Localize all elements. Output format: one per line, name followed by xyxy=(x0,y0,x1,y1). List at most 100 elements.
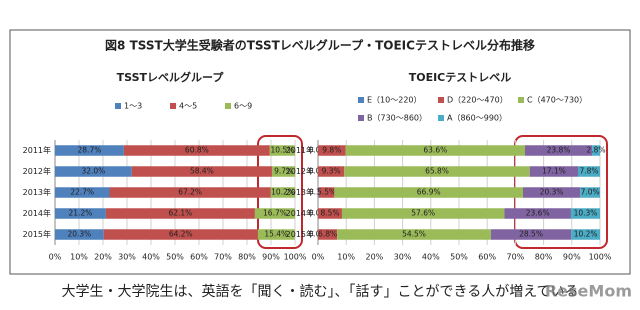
legend-label: C（470～730） xyxy=(527,96,587,105)
bar-segment xyxy=(318,145,346,156)
data-label: 23.6% xyxy=(526,209,550,218)
bar-segment xyxy=(271,166,296,177)
bar-segment xyxy=(123,145,270,156)
x-tick-label: 50% xyxy=(166,253,184,262)
bar-segment xyxy=(55,145,124,156)
y-tick-label: 2011年 xyxy=(286,145,314,155)
data-label: 16.7% xyxy=(263,209,287,218)
x-tick-label: 80% xyxy=(535,253,553,262)
bar-segment xyxy=(344,166,530,177)
y-tick-label: 2013年 xyxy=(23,187,51,197)
x-tick-label: 20% xyxy=(366,253,384,262)
bar-segment xyxy=(318,166,345,177)
data-label: 65.8% xyxy=(425,167,449,176)
x-tick-label: 0% xyxy=(49,253,62,262)
data-label: 0.3% xyxy=(309,188,328,197)
data-label: 22.7% xyxy=(70,188,94,197)
bar-segment xyxy=(257,229,295,240)
legend-swatch xyxy=(438,97,444,103)
data-label: 32.0% xyxy=(81,167,105,176)
y-tick-label: 2012年 xyxy=(23,166,51,176)
legend-swatch xyxy=(358,115,364,121)
data-label: 28.5% xyxy=(519,230,543,239)
x-tick-label: 100% xyxy=(589,253,612,262)
data-label: 10.2% xyxy=(271,188,295,197)
y-tick-label: 2013年 xyxy=(286,187,314,197)
bar-segment xyxy=(103,229,258,240)
x-tick-label: 90% xyxy=(262,253,280,262)
legend-swatch xyxy=(170,103,176,109)
legend-swatch xyxy=(358,97,364,103)
bar-segment xyxy=(334,187,524,198)
data-label: 57.6% xyxy=(411,209,435,218)
chart-title: TSSTレベルグループ xyxy=(117,70,225,84)
y-tick-label: 2015年 xyxy=(23,229,51,239)
data-label: 9.7% xyxy=(274,167,293,176)
x-tick-label: 30% xyxy=(394,253,412,262)
bar-segment xyxy=(341,208,505,219)
legend-swatch xyxy=(115,103,121,109)
bar-segment xyxy=(337,229,491,240)
data-label: 66.9% xyxy=(417,188,441,197)
x-tick-label: 100% xyxy=(284,253,307,262)
bar-segment xyxy=(592,145,600,156)
bar-segment xyxy=(318,187,335,198)
bar-segment xyxy=(318,229,338,240)
caption: 大学生・大学院生は、英語を「聞く・読む」、「話す」ことができる人が増えている xyxy=(61,283,578,300)
bar-segment xyxy=(109,187,271,198)
data-label: 20.3% xyxy=(67,230,91,239)
data-label: 58.4% xyxy=(190,167,214,176)
chart-title: TOEICテストレベル xyxy=(409,71,512,84)
watermark: ReseMom xyxy=(545,282,632,301)
bar-segment xyxy=(55,229,104,240)
data-label: 23.8% xyxy=(547,146,571,155)
x-tick-label: 60% xyxy=(478,253,496,262)
x-tick-label: 60% xyxy=(190,253,208,262)
legend-label: 1～3 xyxy=(124,102,142,111)
data-label: 15.4% xyxy=(264,230,288,239)
bar-segment xyxy=(523,187,581,198)
legend-label: 4～5 xyxy=(179,102,197,111)
x-tick-label: 40% xyxy=(422,253,440,262)
data-label: 9.3% xyxy=(322,167,341,176)
legend-label: 6～9 xyxy=(234,102,252,111)
bar-segment xyxy=(55,208,106,219)
data-label: 21.2% xyxy=(69,209,93,218)
legend-label: E（10～220） xyxy=(367,96,422,105)
data-label: 28.7% xyxy=(78,146,102,155)
x-tick-label: 30% xyxy=(118,253,136,262)
data-label: 9.8% xyxy=(322,146,341,155)
bar-segment xyxy=(524,145,593,156)
legend-swatch xyxy=(518,97,524,103)
bar-segment xyxy=(131,166,272,177)
data-label: 17.1% xyxy=(542,167,566,176)
y-tick-label: 2011年 xyxy=(23,145,51,155)
data-label: 10.5% xyxy=(270,146,294,155)
data-label: 62.1% xyxy=(168,209,192,218)
data-label: 60.8% xyxy=(185,146,209,155)
bar-segment xyxy=(55,187,110,198)
y-tick-label: 2014年 xyxy=(286,208,314,218)
x-tick-label: 10% xyxy=(70,253,88,262)
x-tick-label: 10% xyxy=(337,253,355,262)
figure-title: 図8 TSST大学生受験者のTSSTレベルグループ・TOEICテストレベル分布推… xyxy=(105,38,535,53)
bar-segment xyxy=(529,166,579,177)
data-label: 7.0% xyxy=(581,188,600,197)
legend-swatch xyxy=(225,103,231,109)
x-tick-label: 70% xyxy=(214,253,232,262)
data-label: 64.2% xyxy=(169,230,193,239)
x-tick-label: 50% xyxy=(450,253,468,262)
bar-segment xyxy=(504,208,571,219)
legend-label: D（220～470） xyxy=(447,96,508,105)
data-label: 67.2% xyxy=(178,188,202,197)
bar-segment xyxy=(55,166,132,177)
data-label: 6.8% xyxy=(318,230,337,239)
data-label: 8.5% xyxy=(320,209,339,218)
bar-segment xyxy=(570,208,600,219)
legend-label: A（860～990） xyxy=(447,114,507,123)
x-tick-label: 20% xyxy=(94,253,112,262)
bar-segment xyxy=(269,145,295,156)
bar-segment xyxy=(345,145,525,156)
data-label: 2.8% xyxy=(587,146,606,155)
